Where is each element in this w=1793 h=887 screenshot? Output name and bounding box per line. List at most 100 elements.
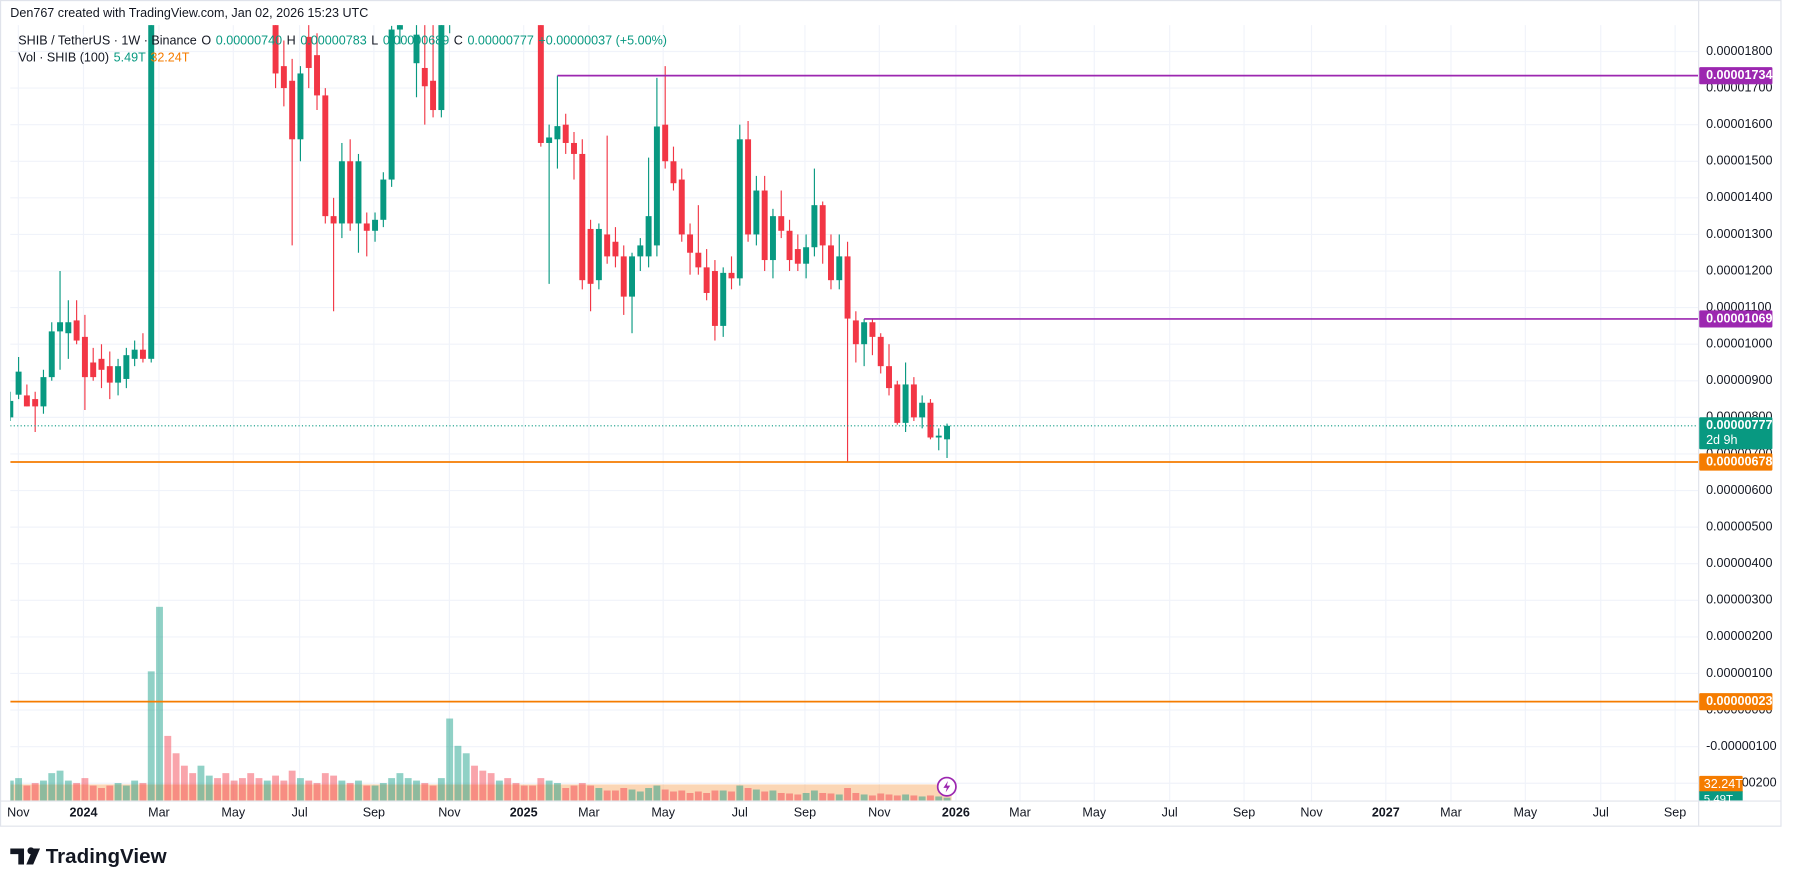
ohlc-value: 0.00000689 [383,33,449,47]
volume-bar [355,780,362,801]
candle-body [430,80,437,111]
volume-bar [471,765,478,801]
candle-body [554,126,561,140]
volume-bar [73,783,81,801]
candle-body [720,272,727,326]
candle-body [620,256,627,297]
x-tick-label: Nov [7,805,30,819]
candle-body [372,219,379,231]
volume-bar [628,789,636,801]
volume-bar [670,791,677,801]
last-price-bg [1699,417,1773,450]
volume-bar [197,765,205,801]
x-tick-label: Sep [363,805,385,819]
chart-frame [0,0,1782,827]
volume-bar [413,780,420,801]
candle-body [272,25,279,74]
volume-bar [114,783,122,801]
volume-legend-value: 5.49T [114,51,146,65]
volume-legend-ma: 32.24T [150,51,189,65]
y-tick-label: 0.00001400 [1706,190,1772,204]
volume-bar [819,792,827,801]
volume-bar [537,778,545,801]
volume-bar [612,790,619,801]
volume-bar [247,773,255,801]
x-tick-label: Mar [578,805,600,819]
candle-body [90,362,97,378]
candle-body [579,153,586,281]
volume-bar [587,785,595,801]
candle-body [15,371,22,395]
candle-body [280,66,287,89]
candle-body [106,366,113,383]
y-tick-label: 0.00000900 [1706,373,1772,387]
volume-bar [147,671,155,801]
volume-bar [769,790,777,801]
volume-bar [371,785,379,801]
volume-bar [794,794,802,801]
x-tick-label: Jul [1162,805,1178,819]
volume-bar [263,780,271,801]
candle-body [65,322,72,334]
volume-bar [562,788,570,801]
volume-bar [56,770,64,801]
candle-body [355,161,362,224]
x-tick-label: Sep [1233,805,1255,819]
x-tick-label: Mar [1440,805,1462,819]
candle-body [861,322,868,345]
volume-bar [885,794,893,801]
x-tick-label: Nov [1300,805,1323,819]
candle-body [711,271,718,326]
volume-bar [595,788,603,801]
candle-body [438,25,445,111]
x-tick-label: 2026 [942,805,970,819]
change: +0.00000037 (+5.00%) [538,33,667,47]
candle-body [289,80,296,140]
candle-body [794,249,801,264]
volume-bar [164,735,172,801]
candle-body [803,247,810,264]
volume-bar [346,783,354,801]
volume-bar [89,785,97,801]
candle-body [678,179,685,235]
brand-name: TradingView [46,845,168,868]
volume-bar [156,606,163,801]
volume-bar [852,792,860,801]
volume-bar [868,795,876,801]
level-label: 0.00000023 [1706,694,1772,708]
candle-body [57,322,64,332]
volume-bar [935,796,943,801]
volume-legend: Vol · SHIB (100) [18,51,109,65]
y-tick-label: 0.00000500 [1706,519,1772,533]
candle-body [363,223,370,231]
volume-bar [752,789,760,801]
volume-bar [512,783,520,801]
volume-bar [363,785,371,801]
volume-bar [321,773,329,801]
candle-body [10,400,14,418]
candle-body [935,435,942,438]
volume-bar [404,778,412,801]
volume-bar [172,753,180,801]
level-label-bg [1699,310,1773,328]
candle-body [380,179,387,220]
volume-bar [205,775,213,801]
candle-body [123,355,130,379]
candle-body [927,402,934,438]
volume-bar [827,793,835,801]
volume-bar [379,783,387,801]
ohlc-key: C [454,33,463,47]
candle-body [902,384,909,423]
candle-body [115,366,122,383]
candle-body [421,67,428,87]
volume-bar [487,773,495,801]
volume-bar [910,795,918,801]
y-tick-label: 0.00001800 [1706,44,1772,58]
candle-body [844,256,851,319]
axes: 0.000018000.000017000.000016000.00001500… [7,44,1776,820]
volume-ma-label: 32.24T [1704,777,1743,791]
candle-body [48,331,55,378]
volume-bar [40,780,47,801]
volume-ma-area [10,784,952,801]
candle-body [869,322,876,337]
